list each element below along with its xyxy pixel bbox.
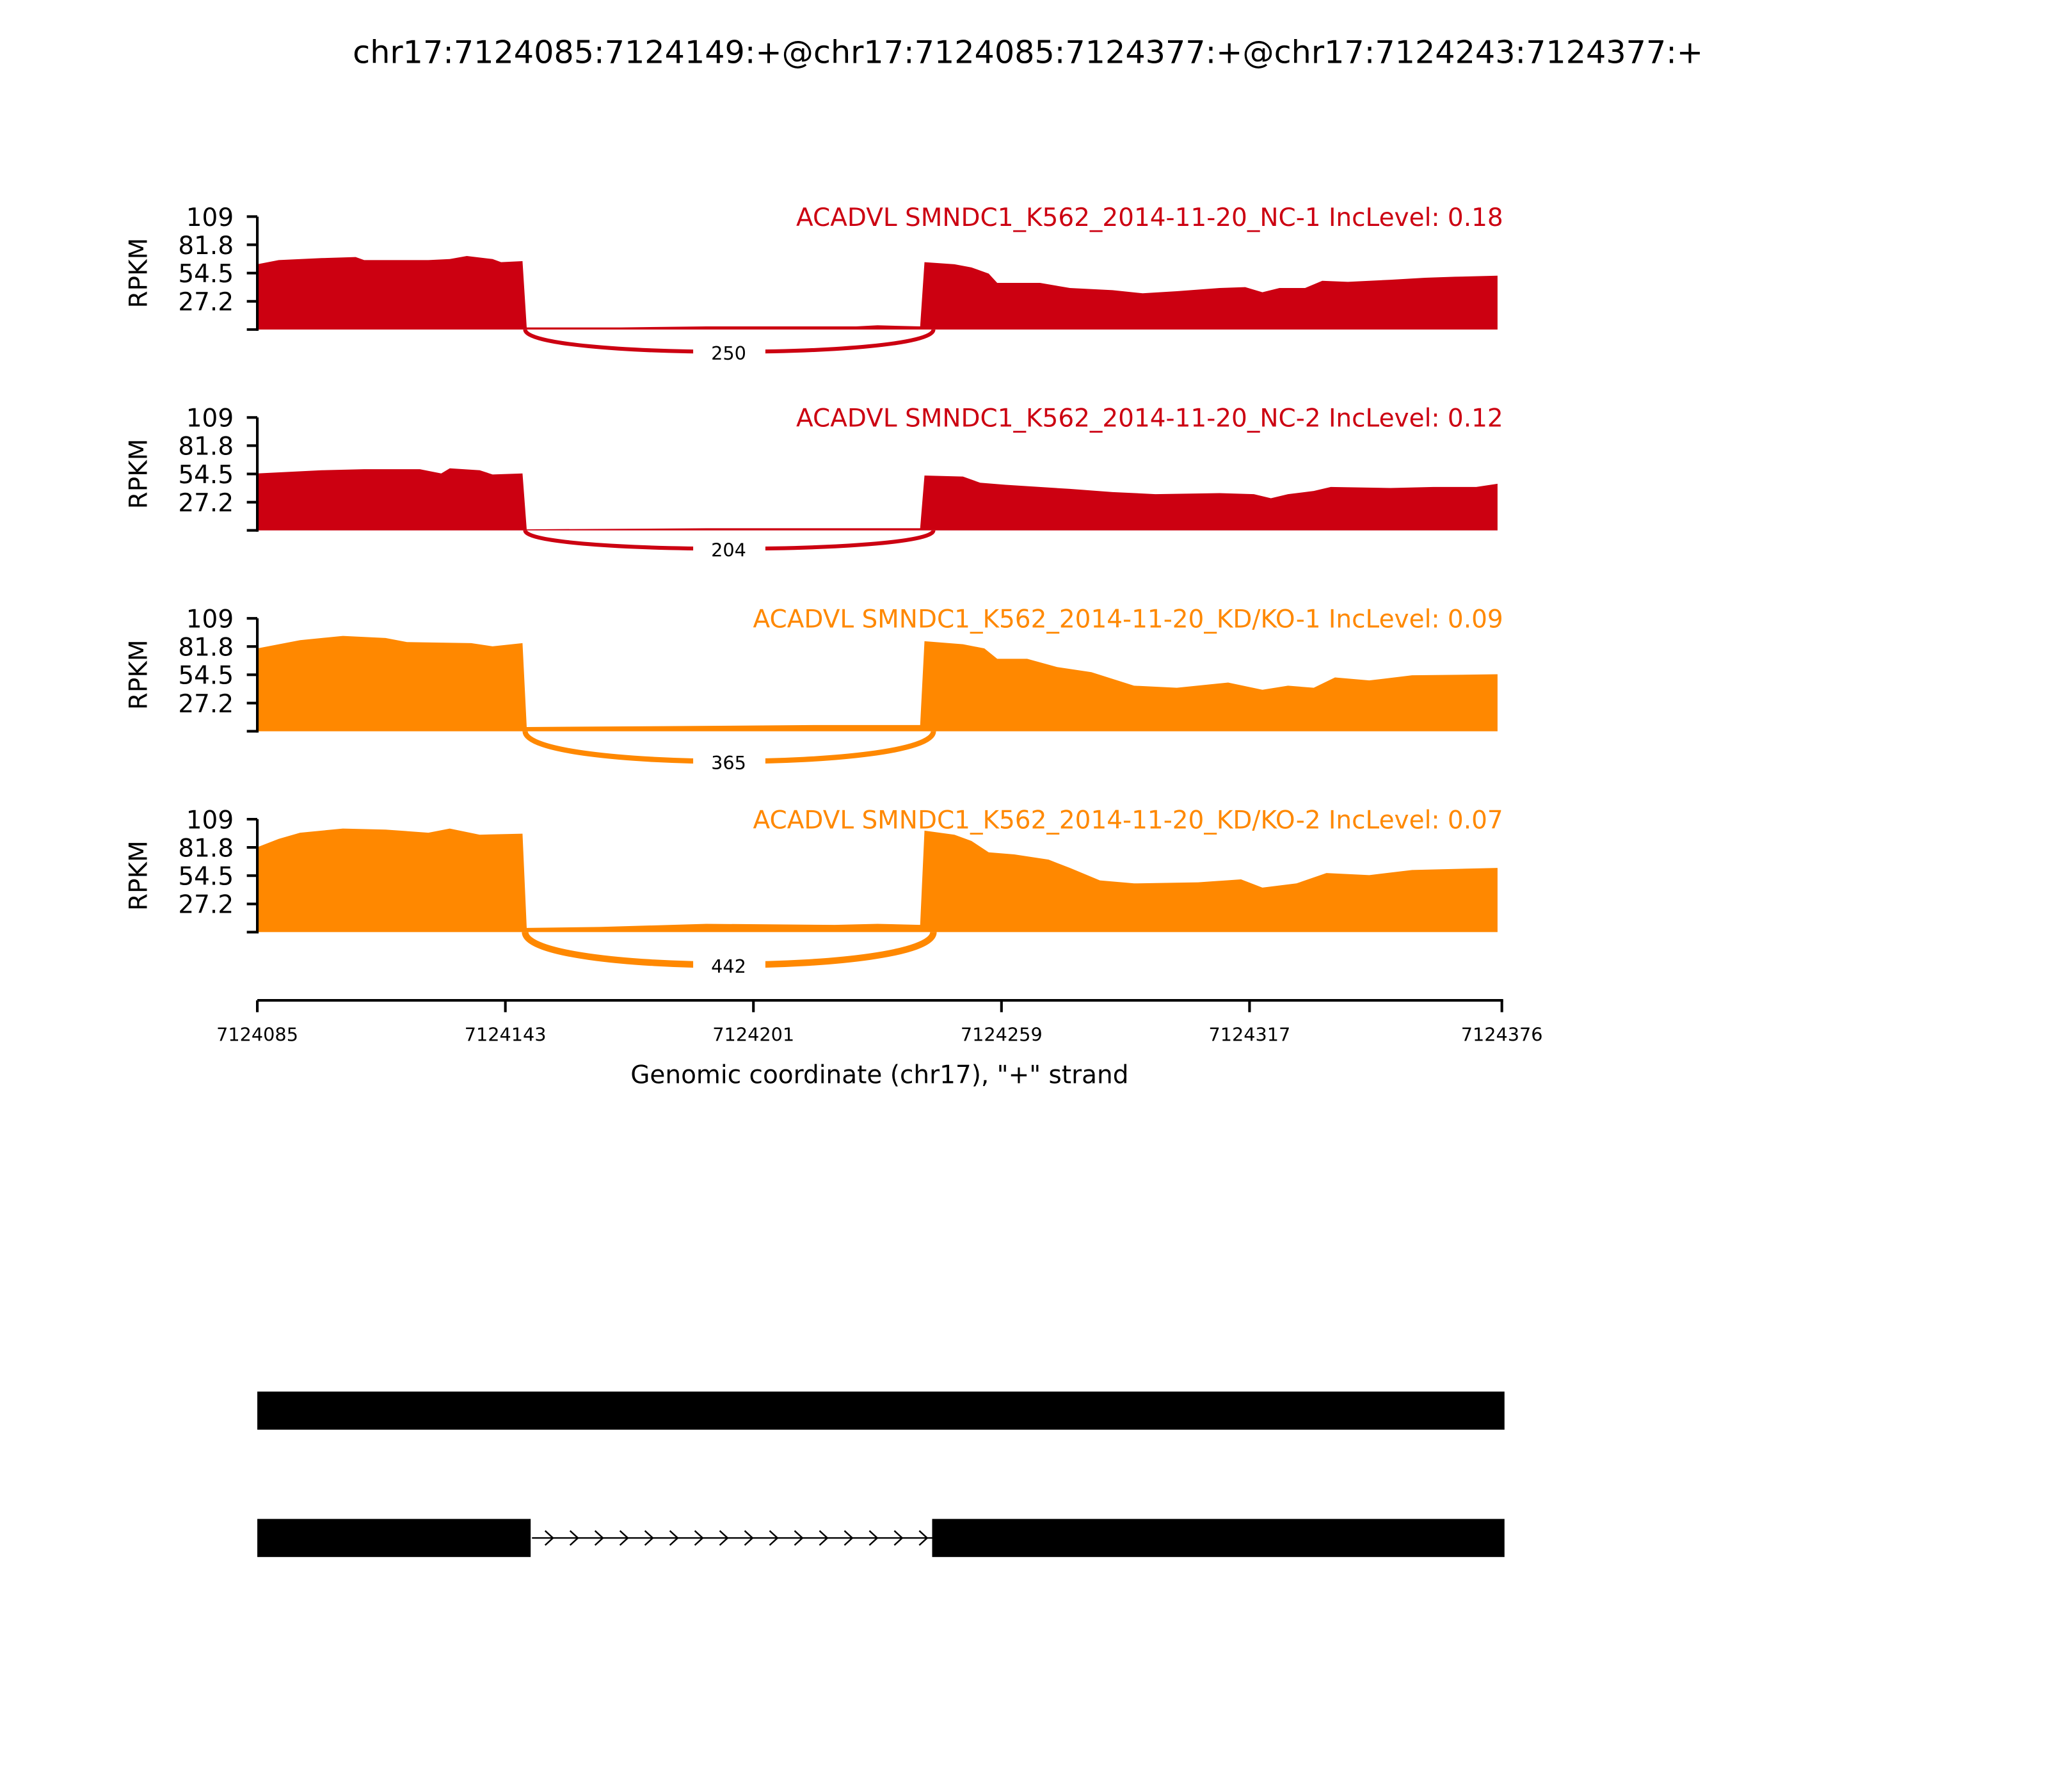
coverage-area (257, 468, 1498, 531)
coverage-area (257, 828, 1498, 932)
coverage-area (257, 636, 1498, 732)
junction-label-box (693, 949, 765, 981)
y-tick-label: 27.2 (178, 489, 234, 518)
y-tick-label: 109 (186, 806, 234, 835)
junction-count: 204 (711, 540, 746, 561)
y-tick-label: 81.8 (178, 634, 234, 662)
strand-chevron-icon (594, 1530, 604, 1546)
gene-models (257, 1391, 1505, 1557)
y-tick-label: 54.5 (178, 863, 234, 892)
gene-model-1 (257, 1391, 1505, 1430)
exon-block (257, 1391, 1505, 1430)
strand-chevron-icon (669, 1530, 679, 1546)
junction-count: 442 (711, 956, 746, 977)
x-axis: 7124085 7124143 7124201 7124259 7124317 71243… (216, 999, 1543, 1089)
y-axis-label: RPKM (125, 840, 154, 911)
track-label: ACADVL SMNDC1_K562_2014-11-20_NC-2 IncLe… (796, 404, 1503, 433)
y-tick-label: 109 (186, 204, 234, 232)
track-label: ACADVL SMNDC1_K562_2014-11-20_KD/KO-2 In… (753, 806, 1503, 835)
strand-chevron-icon (619, 1530, 629, 1546)
y-tick-label: 27.2 (178, 690, 234, 719)
strand-chevron-icon (769, 1530, 779, 1546)
x-tick-label: 7124201 (712, 1024, 794, 1046)
strand-chevron-icon (694, 1530, 704, 1546)
strand-chevron-icon (844, 1530, 854, 1546)
y-tick-label: 81.8 (178, 232, 234, 260)
x-tick-label: 7124376 (1461, 1024, 1543, 1046)
junction-count: 365 (711, 752, 746, 774)
x-tick-label: 7124085 (216, 1024, 298, 1046)
junction-count: 250 (711, 342, 746, 364)
y-axis-label: RPKM (125, 238, 154, 308)
y-axis-label: RPKM (125, 639, 154, 710)
strand-chevron-icon (569, 1530, 579, 1546)
strand-chevron-icon (719, 1530, 729, 1546)
y-tick-label: 27.2 (178, 288, 234, 317)
junction-label-box (693, 532, 765, 565)
y-tick-label: 81.8 (178, 433, 234, 461)
gene-model-2 (257, 1519, 1505, 1557)
y-tick-label: 54.5 (178, 260, 234, 289)
strand-chevron-icon (644, 1530, 654, 1546)
track-label: ACADVL SMNDC1_K562_2014-11-20_NC-1 IncLe… (796, 204, 1503, 232)
y-tick-label: 27.2 (178, 891, 234, 920)
junction-label-box (693, 336, 765, 368)
strand-chevron-icon (744, 1530, 754, 1546)
strand-chevron-icon (794, 1530, 804, 1546)
strand-chevron-icon (544, 1530, 554, 1546)
exon-block (932, 1519, 1505, 1557)
x-tick-label: 7124259 (961, 1024, 1043, 1046)
coverage-area (257, 256, 1498, 330)
exon-block (257, 1519, 531, 1557)
x-tick-label: 7124143 (465, 1024, 547, 1046)
strand-chevron-icon (819, 1530, 829, 1546)
chart-title: chr17:7124085:7124149:+@chr17:7124085:71… (353, 33, 1703, 70)
y-tick-label: 54.5 (178, 461, 234, 490)
junction-label-box (693, 746, 765, 778)
strand-chevron-icon (868, 1530, 879, 1546)
x-tick-label: 7124317 (1208, 1024, 1290, 1046)
y-tick-label: 54.5 (178, 662, 234, 691)
y-tick-label: 109 (186, 404, 234, 433)
track-label: ACADVL SMNDC1_K562_2014-11-20_KD/KO-1 In… (753, 605, 1503, 634)
strand-chevron-icon (918, 1530, 929, 1546)
strand-chevron-icon (893, 1530, 904, 1546)
y-tick-label: 81.8 (178, 834, 234, 863)
y-axis-label: RPKM (125, 439, 154, 509)
x-axis-label: Genomic coordinate (chr17), "+" strand (630, 1060, 1128, 1089)
y-tick-label: 109 (186, 605, 234, 634)
